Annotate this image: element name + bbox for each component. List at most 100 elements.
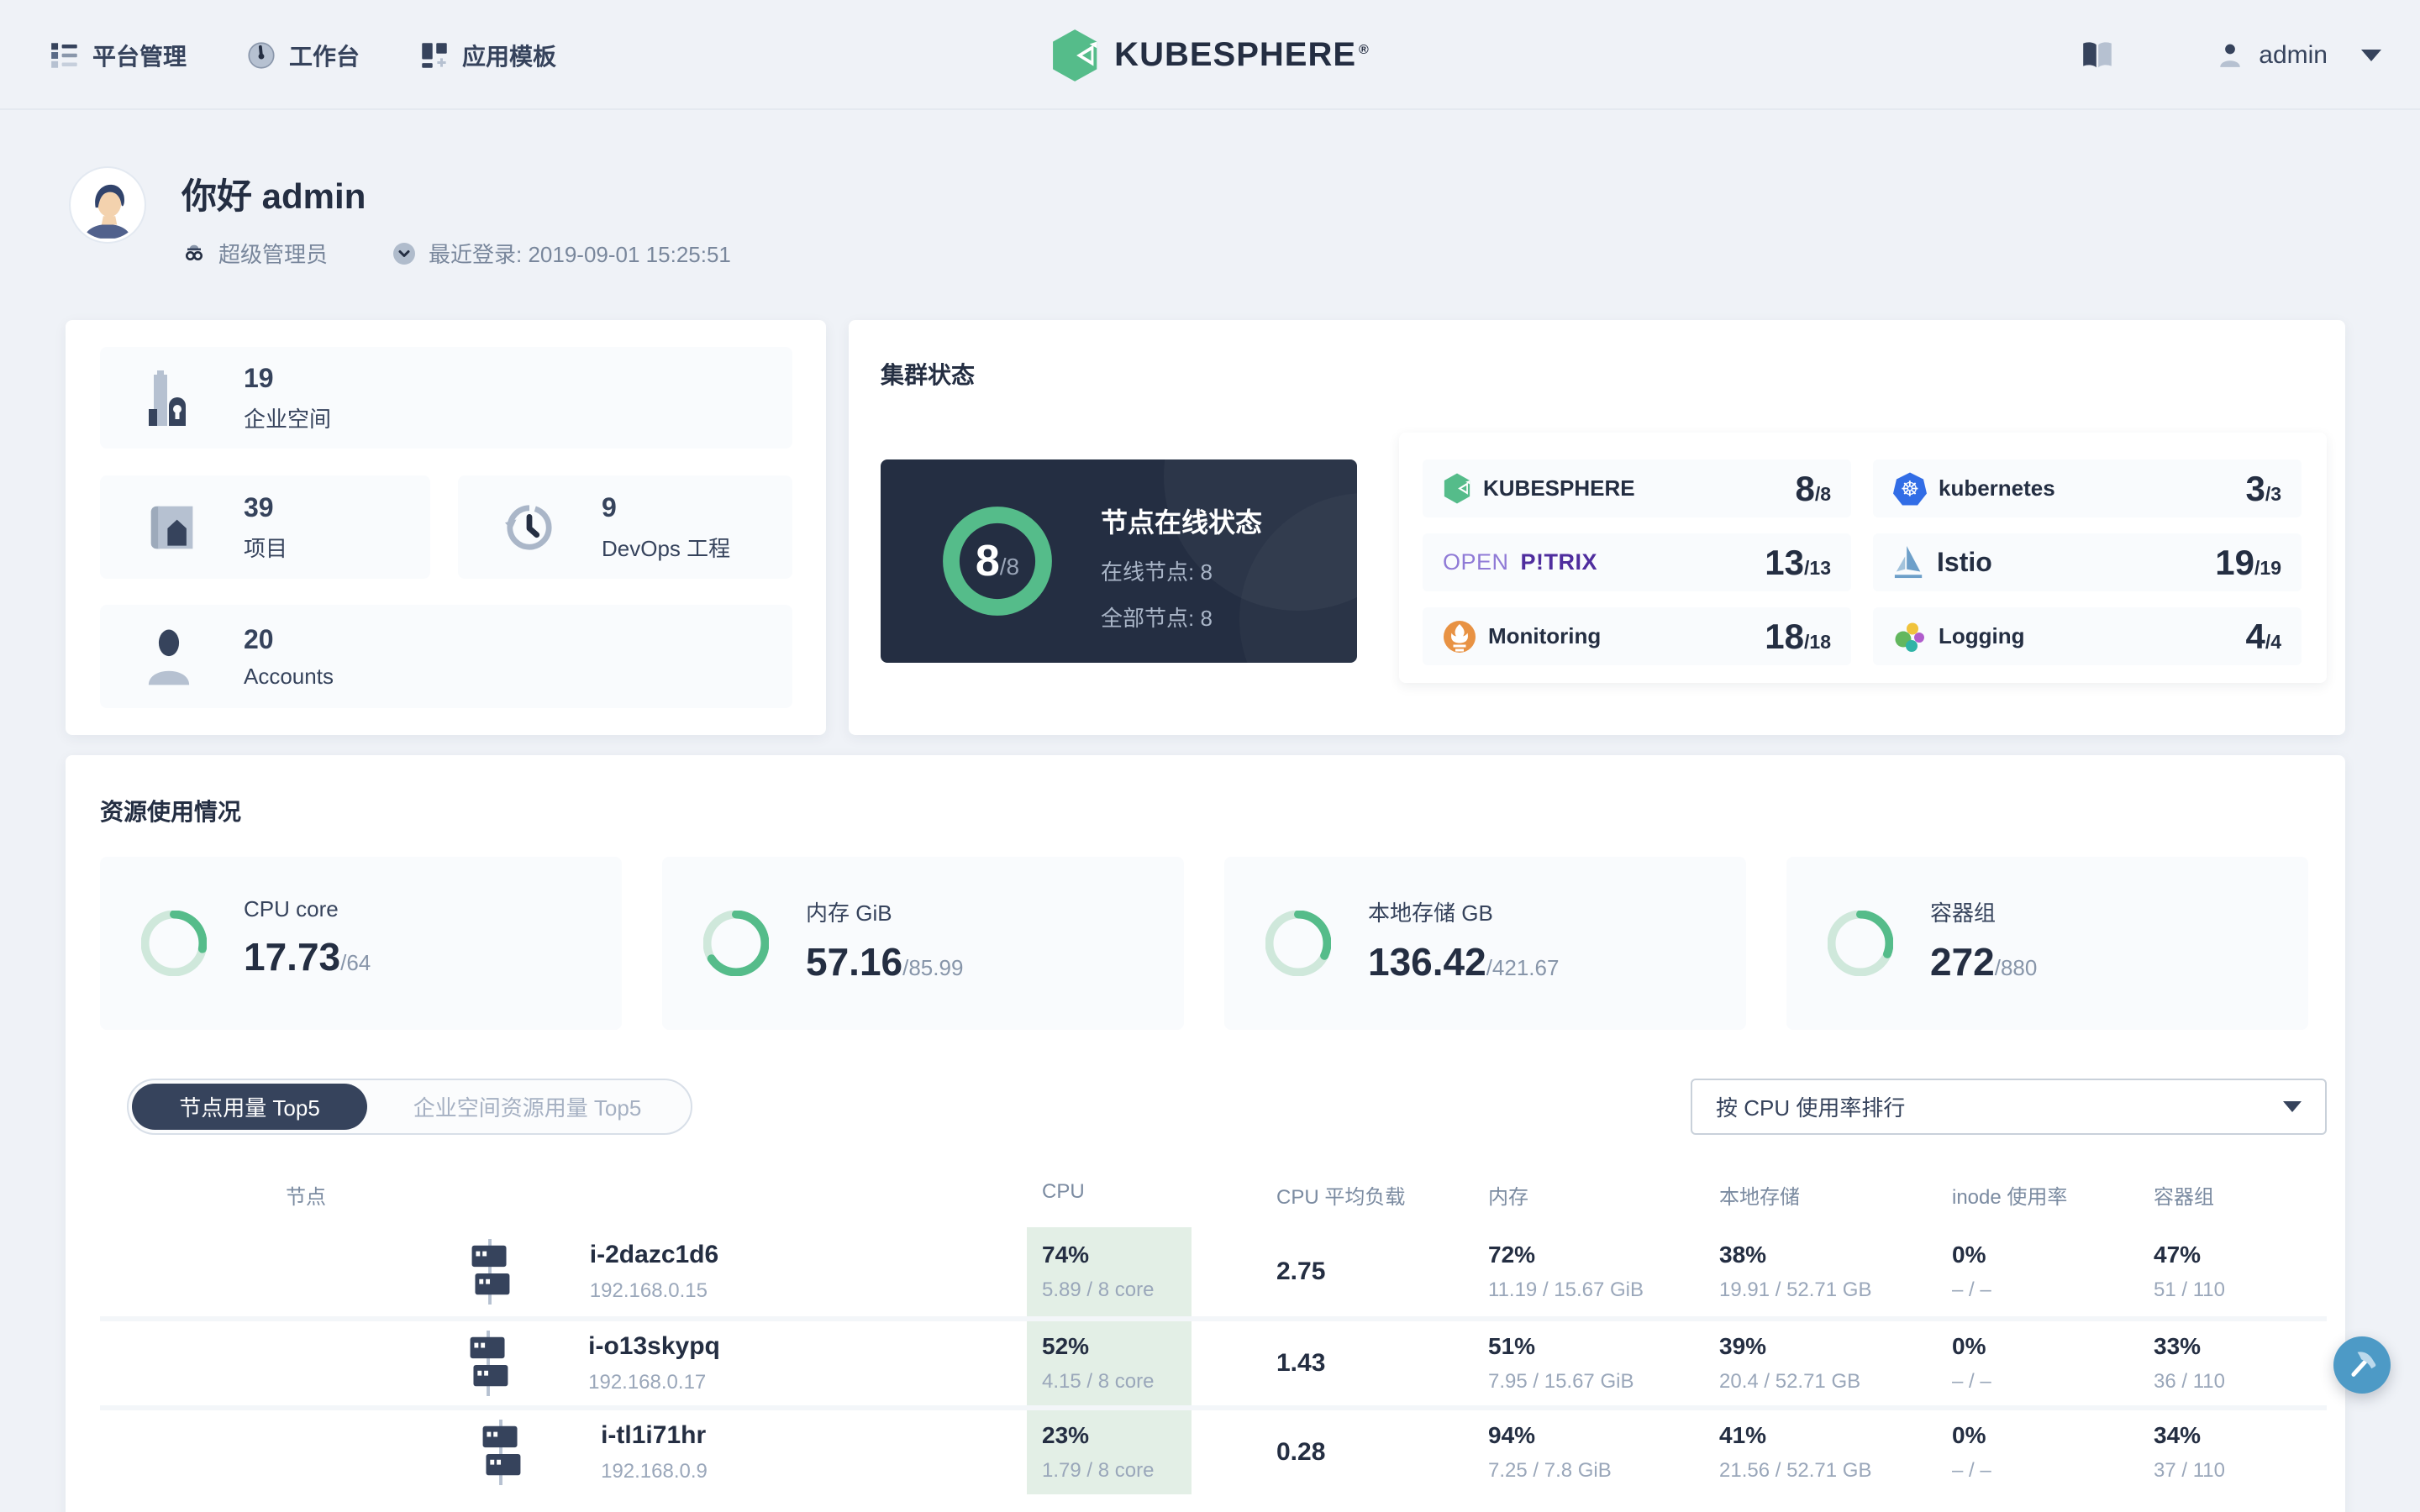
- stat-label: Accounts: [244, 663, 334, 689]
- nav-item-platform[interactable]: 平台管理: [50, 39, 187, 72]
- toolbox-button[interactable]: [2333, 1336, 2391, 1394]
- prometheus-icon: [1444, 620, 1476, 653]
- sort-by-value: 按 CPU 使用率排行: [1716, 1095, 1906, 1121]
- stat-value: 20: [244, 623, 274, 654]
- component-logging: Logging 4/4: [1873, 607, 2302, 665]
- tab-node-usage-top5[interactable]: 节点用量 Top5: [132, 1084, 367, 1130]
- component-count: 8: [1795, 468, 1815, 508]
- kubesphere-logo[interactable]: KUBESPHERE ®: [1050, 0, 1370, 110]
- component-kubesphere: KUBESPHERE 8/8: [1423, 459, 1851, 517]
- inode-cell: 0% – / –: [1952, 1333, 1991, 1393]
- pods-usage-ring: [1828, 911, 1893, 976]
- tab-workspace-usage-top5[interactable]: 企业空间资源用量 Top5: [413, 1095, 642, 1121]
- resource-tile-storage: 本地存储 GB 136.42/421.67: [1224, 857, 1746, 1030]
- component-kubernetes: ☸ kubernetes 3/3: [1873, 459, 2302, 517]
- node-server-icon: [482, 1420, 521, 1485]
- hammer-icon: [2351, 1352, 2376, 1377]
- resource-tile-memory: 内存 GiB 57.16/85.99: [662, 857, 1184, 1030]
- node-status-donut: 8/8: [942, 506, 1053, 617]
- top-nav: 平台管理 工作台 应用模板: [0, 0, 2420, 110]
- sort-by-select[interactable]: 按 CPU 使用率排行: [1691, 1079, 2327, 1135]
- resource-label: CPU core: [244, 896, 339, 921]
- kubernetes-icon: ☸: [1893, 472, 1927, 505]
- pods-cell: 47% 51 / 110: [2154, 1242, 2225, 1301]
- resource-value: 17.73: [244, 935, 341, 979]
- accounts-icon: [148, 629, 190, 685]
- node-server-icon: [470, 1331, 508, 1396]
- component-openpitrix: OPEN P!TRIX 13/13: [1423, 533, 1851, 591]
- resource-label: 内存 GiB: [806, 900, 892, 926]
- all-nodes: 全部节点: 8: [1101, 606, 1213, 631]
- nav-item-app-templates[interactable]: 应用模板: [420, 39, 556, 72]
- node-name: i-2dazc1d6: [589, 1241, 719, 1268]
- inode-cell: 0% – / –: [1952, 1242, 1991, 1301]
- storage-usage-ring: [1265, 911, 1331, 976]
- nav-item-workbench[interactable]: 工作台: [247, 39, 360, 72]
- nav-right: admin: [2081, 0, 2381, 110]
- load-cell: 2.75: [1276, 1257, 1326, 1285]
- stat-value: 19: [244, 362, 274, 393]
- nav-item-label: 平台管理: [92, 43, 187, 70]
- memory-usage-ring: [703, 911, 769, 976]
- stat-tile-projects[interactable]: 39 项目: [100, 475, 430, 579]
- cpu-cell: 74% 5.89 / 8 core: [1027, 1227, 1192, 1316]
- component-istio: Istio 19/19: [1873, 533, 2302, 591]
- registered-mark: ®: [1359, 42, 1370, 57]
- pods-cell: 34% 37 / 110: [2154, 1422, 2225, 1482]
- greeting-section: 你好 admin 超级管理员 最近登录: 2019-09-01 15:25:51: [69, 166, 731, 269]
- cluster-title: 集群状态: [881, 362, 976, 388]
- cpu-usage-ring: [141, 911, 207, 976]
- openpitrix-logo: OPEN P!TRIX: [1443, 549, 1598, 575]
- node-ip: 192.168.0.17: [588, 1371, 707, 1394]
- inode-cell: 0% – / –: [1952, 1422, 1991, 1482]
- resource-usage-title: 资源使用情况: [100, 799, 242, 825]
- user-menu[interactable]: admin: [2217, 41, 2381, 70]
- workspace-icon: [149, 370, 186, 426]
- avatar: [69, 166, 146, 244]
- stat-tile-workspaces[interactable]: 19 企业空间: [100, 347, 792, 449]
- pods-cell: 33% 36 / 110: [2154, 1333, 2225, 1393]
- memory-cell: 72% 11.19 / 15.67 GiB: [1488, 1242, 1644, 1301]
- project-icon: [150, 506, 193, 549]
- stat-label: 项目: [244, 535, 288, 561]
- app-grid-icon: [422, 42, 447, 68]
- load-cell: 1.43: [1276, 1349, 1326, 1377]
- online-nodes: 在线节点: 8: [1101, 559, 1213, 585]
- node-ip: 192.168.0.9: [601, 1460, 708, 1483]
- last-login-time: 最近登录: 2019-09-01 15:25:51: [429, 242, 731, 267]
- stat-tile-devops[interactable]: 9 DevOps 工程: [458, 475, 792, 579]
- logo-text: KUBESPHERE ®: [1114, 36, 1370, 73]
- docs-book-icon[interactable]: [2081, 40, 2114, 71]
- component-name: Logging: [1939, 623, 2025, 648]
- stat-tile-accounts[interactable]: 20 Accounts: [100, 605, 792, 708]
- istio-icon: [1894, 545, 1923, 578]
- component-name: kubernetes: [1939, 475, 2055, 501]
- chevron-down-icon: [2283, 1101, 2302, 1112]
- gauge-icon: [248, 41, 275, 69]
- cpu-cell: 52% 4.15 / 8 core: [1027, 1321, 1192, 1405]
- storage-cell: 38% 19.91 / 52.71 GB: [1719, 1242, 1872, 1301]
- stat-label: 企业空间: [244, 406, 332, 432]
- nav-left: 平台管理 工作台 应用模板: [50, 0, 556, 110]
- node-name: i-tl1i71hr: [601, 1421, 707, 1449]
- node-usage-table: 节点 CPU CPU 平均负载 内存 本地存储 inode 使用率 容器组: [100, 1180, 2327, 1494]
- username: admin: [2259, 40, 2328, 69]
- user-role: 超级管理员: [218, 242, 329, 267]
- node-online-status-tile[interactable]: 8/8 节点在线状态 在线节点: 8 全部节点: 8: [881, 459, 1357, 663]
- last-login-icon: [393, 242, 416, 265]
- devops-icon: [505, 504, 552, 550]
- table-row[interactable]: i-o13skypq 192.168.0.17 52% 4.15 / 8 core…: [100, 1316, 2327, 1405]
- user-icon: [2220, 44, 2241, 67]
- chevron-down-icon: [2361, 49, 2381, 61]
- svg-text:☸: ☸: [1901, 477, 1919, 501]
- memory-cell: 51% 7.95 / 15.67 GiB: [1488, 1333, 1634, 1393]
- resource-tile-cpu: CPU core 17.73/64: [100, 857, 622, 1030]
- load-cell: 0.28: [1276, 1438, 1326, 1466]
- table-header-row: 节点 CPU CPU 平均负载 内存 本地存储 inode 使用率 容器组: [286, 1180, 2214, 1209]
- nodes-online-count: 8: [975, 537, 1000, 585]
- table-row[interactable]: i-tl1i71hr 192.168.0.9 23% 1.79 / 8 core …: [100, 1405, 2327, 1494]
- resource-usage-card: 资源使用情况 CPU core 17.73/64 内存 GiB 57.16/85…: [66, 755, 2345, 1512]
- greeting-title: 你好 admin: [182, 176, 366, 216]
- table-row[interactable]: i-2dazc1d6 192.168.0.15 74% 5.89 / 8 core…: [100, 1227, 2327, 1316]
